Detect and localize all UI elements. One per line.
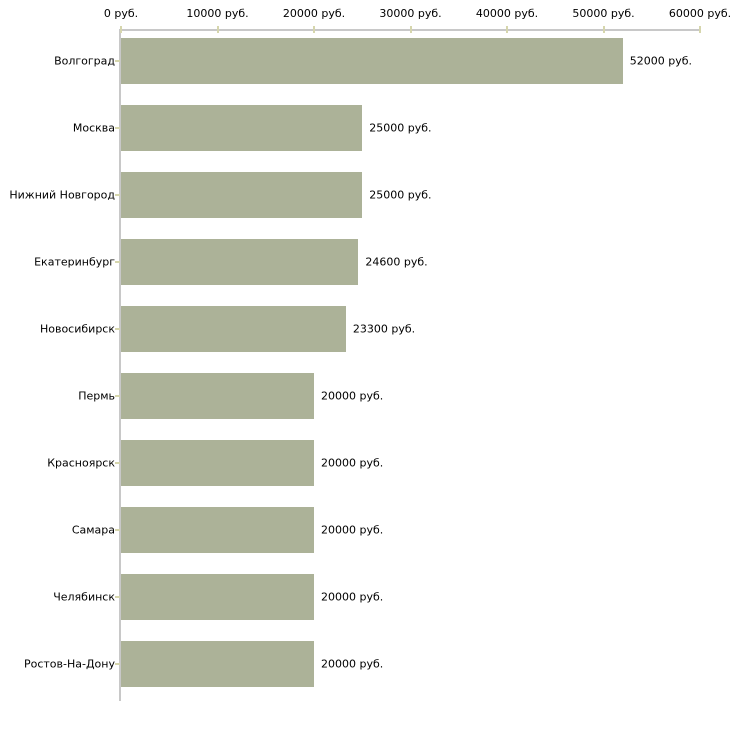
x-axis-tick bbox=[699, 26, 701, 33]
value-label: 24600 руб. bbox=[365, 255, 428, 269]
value-label: 25000 руб. bbox=[369, 121, 432, 135]
category-label: Новосибирск bbox=[39, 322, 115, 336]
value-label: 20000 руб. bbox=[321, 657, 384, 671]
value-label: 25000 руб. bbox=[369, 188, 432, 202]
category-label: Ростов-На-Дону bbox=[23, 657, 115, 671]
bar-row: Москва 25000 руб. bbox=[73, 98, 700, 165]
bar bbox=[121, 306, 346, 352]
bar-row: Самара 20000 руб. bbox=[72, 500, 700, 567]
category-label: Челябинск bbox=[53, 590, 115, 604]
y-axis-tick bbox=[115, 261, 120, 263]
y-axis-tick bbox=[115, 194, 120, 196]
y-axis-tick bbox=[115, 529, 120, 531]
plot-area: Волгоград 52000 руб. Москва 25000 руб. Нижни… bbox=[9, 26, 701, 701]
x-axis-tick-label: 60000 руб. bbox=[668, 7, 730, 20]
bar-row: Волгоград 52000 руб. bbox=[54, 31, 700, 98]
bar bbox=[121, 172, 363, 218]
category-label: Пермь bbox=[78, 389, 115, 403]
x-axis-tick bbox=[602, 26, 605, 33]
category-label: Волгоград bbox=[54, 54, 115, 68]
y-axis-tick bbox=[115, 462, 120, 464]
value-label: 52000 руб. bbox=[629, 54, 693, 68]
x-axis-tick bbox=[506, 26, 508, 33]
bar-row: Пермь 20000 руб. bbox=[78, 366, 700, 433]
x-axis-tick bbox=[313, 26, 315, 33]
bar-row: Красноярск 20000 руб. bbox=[47, 433, 700, 500]
y-axis-tick bbox=[115, 328, 120, 330]
bar-row: Новосибирск 23300 руб. bbox=[40, 299, 700, 366]
bar bbox=[121, 373, 314, 419]
bars-container: Волгоград 52000 руб. Москва 25000 руб. Нижни… bbox=[9, 31, 700, 701]
category-label: Красноярск bbox=[47, 456, 115, 470]
x-axis-tick-label: 10000 руб. bbox=[186, 7, 249, 20]
bar bbox=[121, 641, 314, 687]
bar bbox=[121, 239, 359, 285]
category-label: Самара bbox=[71, 523, 115, 537]
bar-row: Нижний Новгород 25000 руб. bbox=[9, 165, 700, 232]
x-axis-tick-label: 0 руб. bbox=[103, 7, 139, 20]
bar bbox=[121, 574, 314, 620]
y-axis-tick bbox=[115, 127, 120, 129]
value-label: 20000 руб. bbox=[321, 389, 384, 403]
bar bbox=[121, 38, 623, 84]
category-label: Екатеринбург bbox=[34, 255, 115, 269]
y-axis-tick bbox=[115, 395, 120, 397]
bar-row: Челябинск 20000 руб. bbox=[53, 567, 700, 634]
bar bbox=[121, 440, 314, 486]
value-label: 20000 руб. bbox=[321, 590, 384, 604]
x-axis-tick bbox=[120, 26, 122, 33]
value-label: 23300 руб. bbox=[352, 322, 416, 336]
x-axis-tick-label: 20000 руб. bbox=[282, 7, 346, 20]
bar-row: Ростов-На-Дону 20000 руб. bbox=[24, 634, 700, 701]
category-label: Москва bbox=[72, 121, 115, 135]
bar bbox=[121, 507, 314, 553]
x-axis-tick-label: 50000 руб. bbox=[572, 7, 635, 20]
x-axis-tick-label: 40000 руб. bbox=[475, 7, 539, 20]
x-axis-tick bbox=[409, 26, 412, 33]
value-label: 20000 руб. bbox=[321, 523, 384, 537]
x-axis-tick-label: 30000 руб. bbox=[379, 7, 442, 20]
bar-row: Екатеринбург 24600 руб. bbox=[34, 232, 700, 299]
bar bbox=[121, 105, 363, 151]
y-axis-tick bbox=[115, 596, 120, 598]
y-axis-tick bbox=[115, 663, 120, 665]
value-label: 20000 руб. bbox=[321, 456, 384, 470]
y-axis-tick bbox=[115, 60, 120, 62]
category-label: Нижний Новгород bbox=[9, 188, 115, 202]
x-axis-tick bbox=[216, 26, 219, 33]
